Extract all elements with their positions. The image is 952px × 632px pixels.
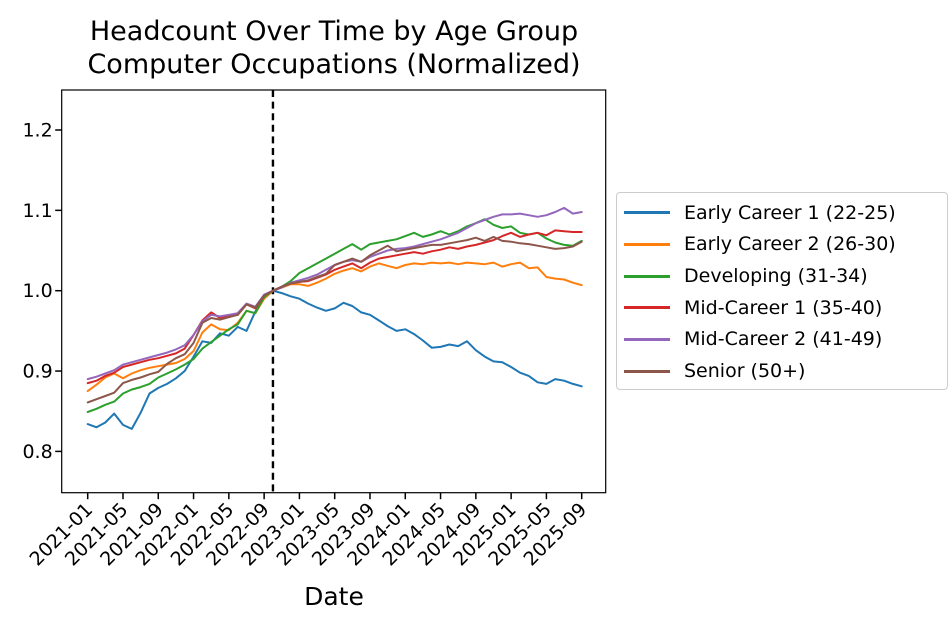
legend: Early Career 1 (22-25) Early Career 2 (26… (616, 192, 948, 390)
legend-label: Early Career 1 (22-25) (684, 201, 896, 224)
legend-item: Developing (31-34) (624, 261, 941, 292)
series-line-early-career-1-22-25 (86, 289, 583, 430)
legend-item: Mid-Career 2 (41-49) (624, 324, 941, 355)
y-tick-label: 1.0 (22, 280, 52, 302)
legend-label: Mid-Career 2 (41-49) (684, 328, 883, 351)
series-line-mid-career-1-35-40 (86, 229, 583, 385)
legend-line-swatch (624, 274, 670, 278)
x-axis-title: Date (304, 582, 364, 611)
legend-line-swatch (624, 337, 670, 341)
legend-item: Early Career 2 (26-30) (624, 229, 941, 260)
legend-line-swatch (624, 306, 670, 310)
legend-line-swatch (624, 211, 670, 215)
chart-title: Headcount Over Time by Age Group Compute… (62, 15, 606, 81)
legend-item: Early Career 1 (22-25) (624, 197, 941, 228)
chart-title-line1: Headcount Over Time by Age Group (89, 16, 579, 47)
legend-label: Early Career 2 (26-30) (684, 233, 896, 256)
series-line-developing-31-34 (86, 218, 583, 413)
legend-label: Mid-Career 1 (35-40) (684, 296, 883, 319)
y-tick-label: 0.8 (22, 441, 52, 463)
y-tick-label: 1.2 (22, 120, 52, 142)
series-line-early-career-2-26-30 (86, 261, 583, 393)
legend-item: Senior (50+) (624, 356, 941, 387)
chart-title-line2: Computer Occupations (Normalized) (87, 49, 581, 80)
legend-label: Senior (50+) (684, 360, 806, 383)
legend-label: Developing (31-34) (684, 265, 868, 288)
axes-frame (61, 89, 607, 494)
legend-item: Mid-Career 1 (35-40) (624, 292, 941, 323)
legend-line-swatch (624, 242, 670, 246)
y-tick-label: 0.9 (22, 361, 52, 383)
y-tick-label: 1.1 (22, 200, 52, 222)
legend-line-swatch (624, 369, 670, 373)
series-line-senior-50 (86, 235, 583, 404)
